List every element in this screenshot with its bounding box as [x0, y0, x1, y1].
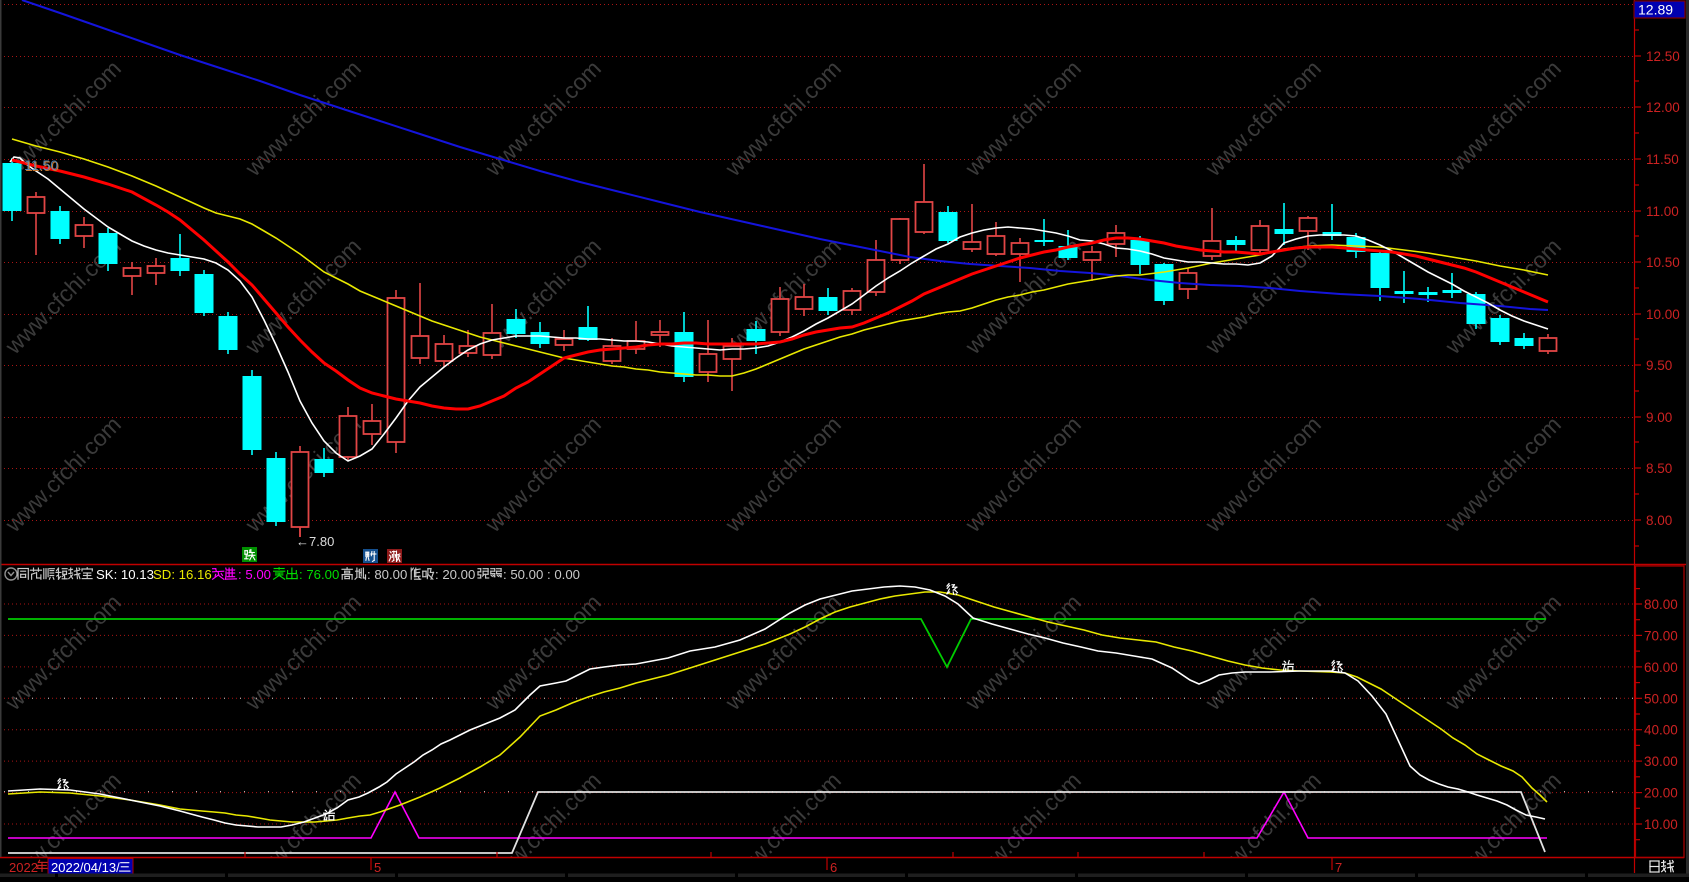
- svg-text:10.50: 10.50: [1646, 255, 1680, 270]
- svg-text:9.00: 9.00: [1646, 410, 1672, 425]
- svg-text:50.00: 50.00: [1644, 691, 1678, 706]
- svg-text:: 20.00: : 20.00: [435, 567, 475, 582]
- svg-text:12.00: 12.00: [1646, 100, 1680, 115]
- svg-text:: 5.00: : 5.00: [238, 567, 271, 582]
- svg-text:12.50: 12.50: [1646, 49, 1680, 64]
- svg-text:: 50.00 : 0.00: : 50.00 : 0.00: [503, 567, 580, 582]
- svg-text:5: 5: [374, 860, 381, 875]
- svg-text:20.00: 20.00: [1644, 786, 1678, 801]
- svg-text:80.00: 80.00: [1644, 597, 1678, 612]
- svg-text:11.50: 11.50: [24, 157, 58, 173]
- svg-text:60.00: 60.00: [1644, 660, 1678, 675]
- svg-text:12.89: 12.89: [1638, 2, 1673, 18]
- svg-text:8.50: 8.50: [1646, 461, 1672, 476]
- svg-text:70.00: 70.00: [1644, 628, 1678, 643]
- svg-text:8.00: 8.00: [1646, 513, 1672, 528]
- svg-text:9.50: 9.50: [1646, 358, 1672, 373]
- svg-text:10.00: 10.00: [1646, 307, 1680, 322]
- svg-text:SK: 10.13: SK: 10.13: [96, 567, 154, 582]
- svg-text:2022: 2022: [9, 860, 38, 875]
- svg-text:30.00: 30.00: [1644, 754, 1678, 769]
- svg-text:7: 7: [1335, 860, 1342, 875]
- svg-text:: 76.00: : 76.00: [299, 567, 339, 582]
- svg-text:10.00: 10.00: [1644, 817, 1678, 832]
- svg-text:40.00: 40.00: [1644, 723, 1678, 738]
- svg-text:11.00: 11.00: [1646, 204, 1679, 219]
- svg-text:: 80.00: : 80.00: [367, 567, 407, 582]
- svg-text:2022/04/13/: 2022/04/13/: [51, 860, 120, 875]
- svg-text:11.50: 11.50: [1646, 152, 1679, 167]
- svg-text:SD: 16.16: SD: 16.16: [153, 567, 212, 582]
- svg-text:←7.80: ←7.80: [296, 534, 334, 549]
- svg-text:6: 6: [830, 860, 837, 875]
